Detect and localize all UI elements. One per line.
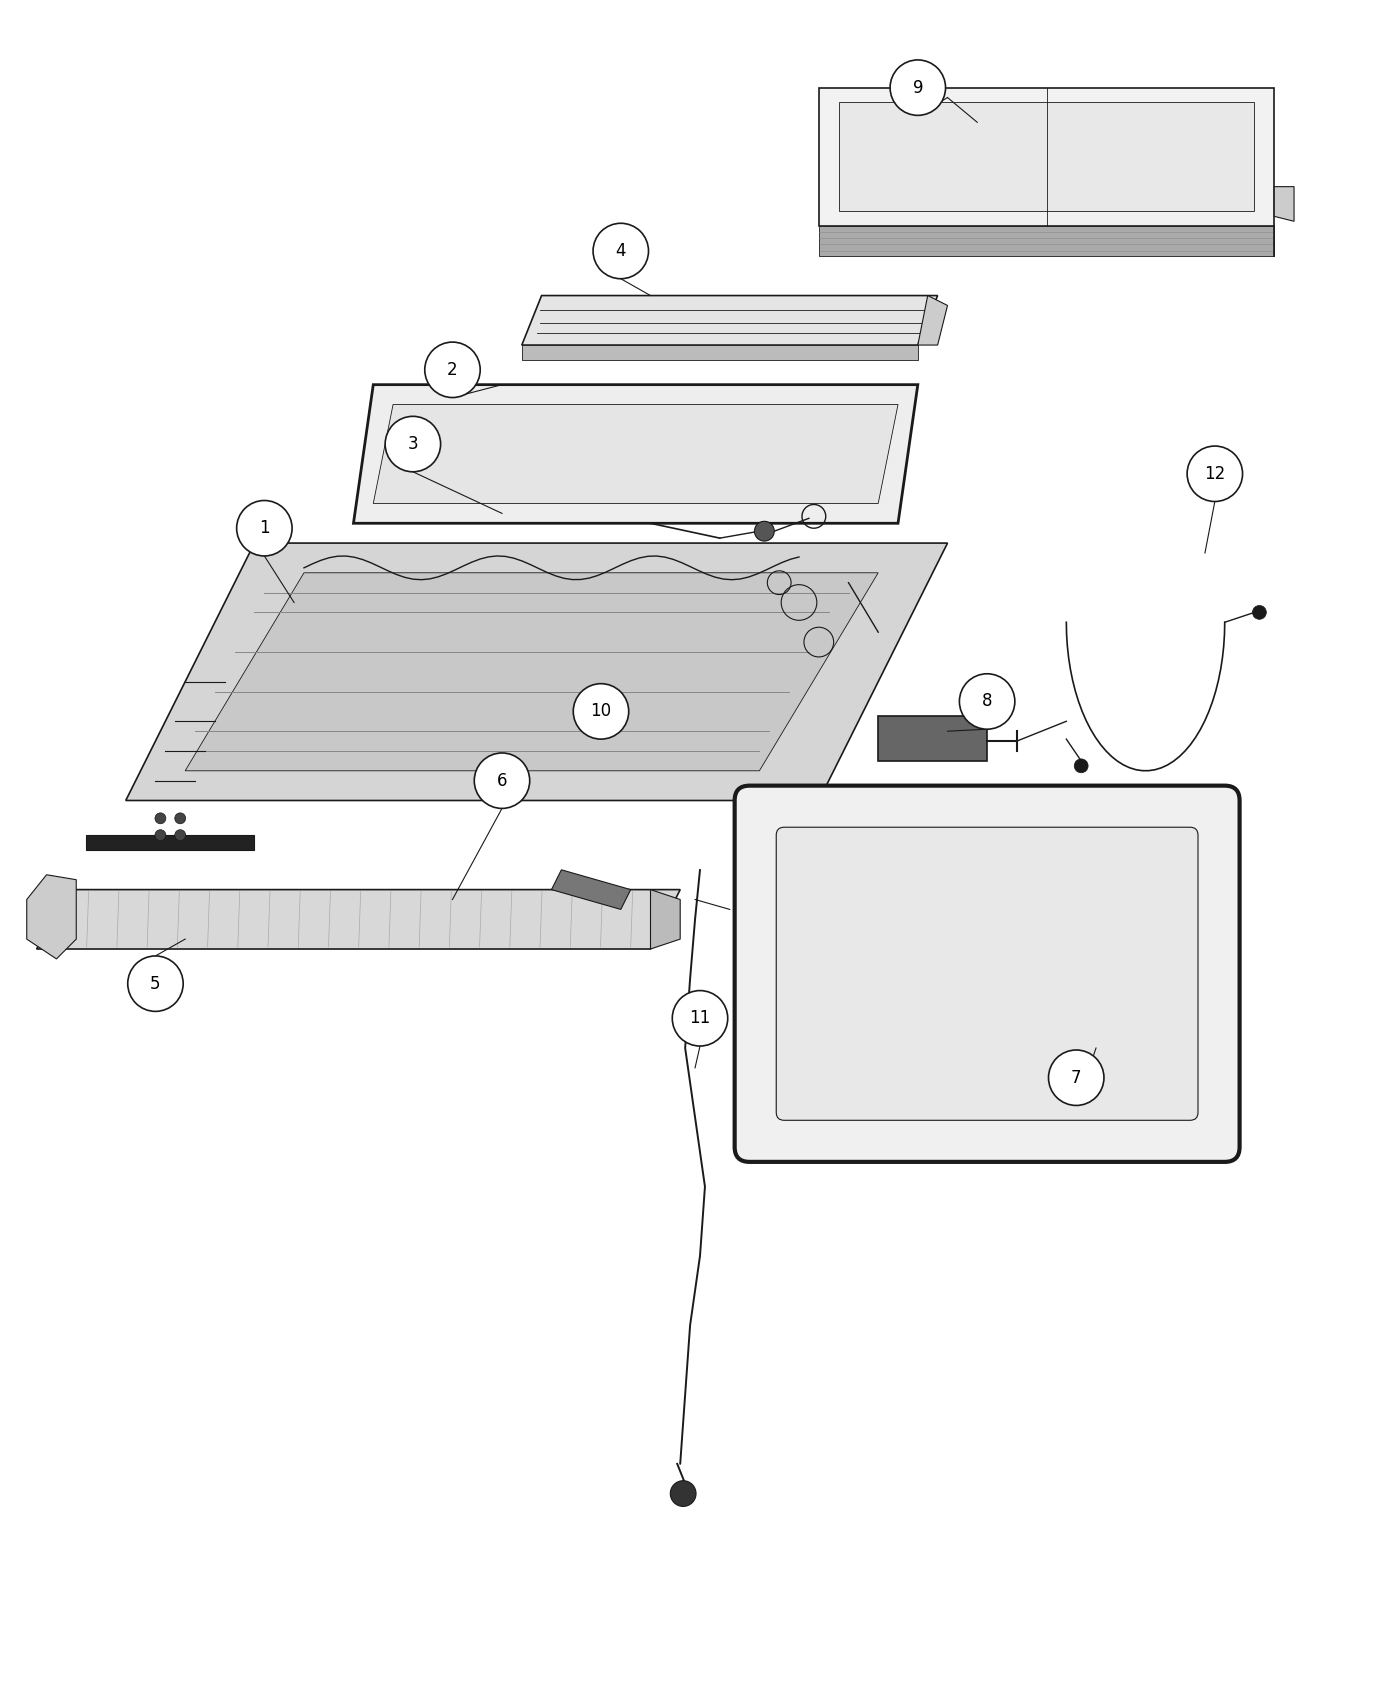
Circle shape — [237, 500, 293, 556]
Polygon shape — [1274, 187, 1294, 221]
Circle shape — [1074, 758, 1088, 774]
Text: 8: 8 — [981, 692, 993, 711]
Polygon shape — [522, 296, 938, 345]
Polygon shape — [36, 889, 680, 949]
Polygon shape — [27, 876, 76, 959]
Circle shape — [424, 342, 480, 398]
Circle shape — [671, 1481, 696, 1506]
Polygon shape — [87, 835, 255, 850]
Circle shape — [1187, 445, 1243, 502]
Polygon shape — [651, 889, 680, 949]
Text: 1: 1 — [259, 518, 270, 537]
Polygon shape — [918, 296, 948, 345]
Circle shape — [1049, 1051, 1105, 1105]
Circle shape — [890, 60, 945, 116]
Circle shape — [573, 683, 629, 740]
Polygon shape — [126, 542, 948, 801]
FancyBboxPatch shape — [776, 828, 1198, 1120]
Text: 11: 11 — [689, 1010, 711, 1027]
Text: 2: 2 — [447, 360, 458, 379]
Text: 9: 9 — [913, 78, 923, 97]
Circle shape — [755, 522, 774, 541]
Circle shape — [155, 813, 165, 824]
Circle shape — [155, 830, 165, 840]
Text: 4: 4 — [616, 241, 626, 260]
Circle shape — [672, 991, 728, 1046]
Circle shape — [175, 830, 186, 840]
Circle shape — [175, 813, 186, 824]
Circle shape — [959, 673, 1015, 729]
Polygon shape — [185, 573, 878, 770]
Polygon shape — [552, 870, 630, 910]
Polygon shape — [353, 384, 918, 524]
Circle shape — [1253, 605, 1267, 619]
Polygon shape — [839, 102, 1254, 211]
Circle shape — [475, 753, 529, 809]
Circle shape — [127, 955, 183, 1012]
Polygon shape — [522, 345, 918, 360]
FancyBboxPatch shape — [735, 785, 1239, 1161]
Polygon shape — [819, 226, 1274, 257]
Text: 3: 3 — [407, 435, 419, 454]
Text: 6: 6 — [497, 772, 507, 791]
Circle shape — [594, 223, 648, 279]
Circle shape — [385, 416, 441, 473]
Text: 12: 12 — [1204, 464, 1225, 483]
Text: 10: 10 — [591, 702, 612, 721]
Polygon shape — [878, 716, 987, 762]
Text: 7: 7 — [1071, 1069, 1081, 1086]
Text: 5: 5 — [150, 974, 161, 993]
Polygon shape — [374, 405, 897, 503]
Polygon shape — [819, 88, 1274, 226]
